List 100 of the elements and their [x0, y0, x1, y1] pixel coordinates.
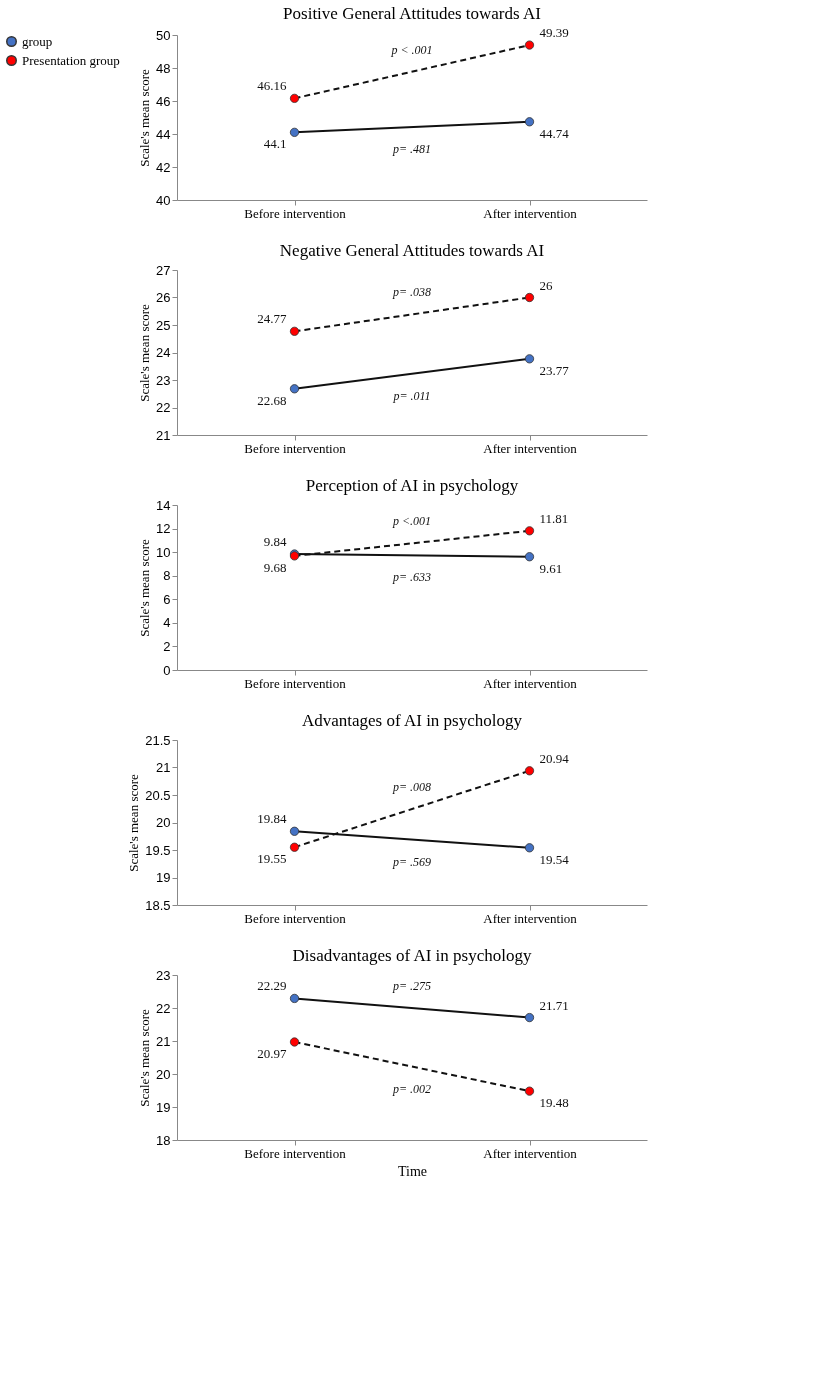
- x-axis-title: Time: [397, 1163, 428, 1179]
- y-tick-label: 10: [156, 544, 171, 560]
- x-tick-label: After intervention: [483, 675, 578, 691]
- y-tick-label: 6: [163, 591, 171, 607]
- data-label: 21.71: [539, 997, 569, 1013]
- data-label: 19.54: [539, 851, 570, 867]
- data-label: 24.77: [257, 311, 287, 327]
- data-label: 26: [539, 277, 553, 293]
- y-tick-label: 23: [156, 967, 171, 983]
- y-tick-label: 19: [156, 1099, 171, 1115]
- y-tick-label: 8: [163, 568, 171, 584]
- y-tick-label: 46: [156, 93, 171, 109]
- y-tick-label: 20.5: [145, 787, 171, 803]
- point: [524, 1086, 535, 1096]
- data-label: 46.16: [257, 78, 287, 94]
- annotation: p= .002: [391, 1081, 432, 1096]
- point: [289, 93, 300, 103]
- y-axis-title: Scale's mean score: [137, 303, 153, 402]
- data-label: 9.61: [539, 560, 563, 576]
- y-tick-label: 48: [156, 60, 171, 76]
- chart-title: Negative General Attitudes towards AI: [279, 241, 545, 260]
- annotation: p= .275: [391, 979, 432, 993]
- data-label: 9.68: [263, 559, 287, 575]
- data-label: 20.97: [257, 1045, 287, 1061]
- data-label: 9.84: [263, 534, 287, 550]
- x-tick-label: Before intervention: [244, 205, 347, 221]
- y-tick-label: 42: [156, 159, 171, 175]
- chart-title: Positive General Attitudes towards AI: [283, 4, 542, 24]
- data-label: 22.29: [257, 978, 287, 994]
- y-tick-label: 44: [156, 126, 171, 142]
- data-label: 19.55: [257, 851, 287, 867]
- y-tick-label: 14: [156, 497, 171, 513]
- data-label: 22.68: [257, 392, 287, 408]
- y-tick-label: 18: [156, 1132, 171, 1148]
- point: [524, 117, 535, 127]
- point: [289, 1037, 300, 1047]
- data-label: 49.39: [539, 25, 569, 41]
- y-tick-label: 21: [156, 760, 171, 775]
- data-label: 44.1: [263, 136, 287, 152]
- point: [289, 842, 300, 852]
- y-tick-label: 40: [156, 192, 171, 208]
- y-tick-label: 2: [163, 638, 171, 654]
- y-axis-title: Scale's mean score: [137, 1008, 153, 1107]
- y-tick-label: 23: [156, 372, 171, 388]
- data-label: 20.94: [539, 750, 570, 766]
- x-tick-label: After intervention: [483, 910, 578, 926]
- annotation: p= .008: [391, 780, 432, 795]
- y-tick-label: 12: [156, 521, 171, 537]
- annotation: p= .038: [391, 285, 432, 300]
- y-tick-label: 4: [163, 615, 171, 631]
- x-tick-label: Before intervention: [244, 1145, 347, 1161]
- y-tick-label: 50: [156, 27, 171, 43]
- y-tick-label: 20: [156, 1066, 171, 1082]
- data-label: 19.84: [257, 811, 287, 827]
- point: [524, 766, 535, 776]
- annotation: p= .633: [391, 570, 432, 585]
- x-tick-label: After intervention: [483, 205, 578, 221]
- point: [289, 127, 300, 137]
- x-tick-label: After intervention: [483, 1145, 578, 1161]
- annotation: p < .001: [390, 42, 433, 57]
- y-tick-label: 0: [163, 662, 171, 678]
- point: [524, 1013, 535, 1023]
- point: [289, 993, 300, 1003]
- y-tick-label: 18.5: [145, 897, 171, 913]
- y-tick-label: 24: [156, 345, 171, 360]
- y-axis-title: Scale's mean score: [126, 773, 142, 872]
- data-label: 11.81: [539, 510, 569, 526]
- legend-label: group: [22, 33, 53, 49]
- y-tick-label: 19.5: [145, 842, 171, 858]
- x-tick-label: Before intervention: [244, 675, 347, 691]
- y-tick-label: 21: [156, 1033, 171, 1049]
- annotation: p <.001: [391, 514, 432, 529]
- chart-title: Advantages of AI in psychology: [301, 711, 523, 730]
- point: [289, 326, 300, 336]
- point: [289, 384, 300, 394]
- x-tick-label: Before intervention: [244, 440, 347, 456]
- data-label: 44.74: [539, 125, 570, 141]
- y-tick-label: 25: [156, 317, 171, 333]
- x-tick-label: Before intervention: [244, 910, 347, 926]
- chart-title: Perception of AI in psychology: [305, 476, 519, 495]
- annotation: p= .569: [391, 854, 432, 869]
- annotation: p= .481: [391, 142, 432, 157]
- chart-title: Disadvantages of AI in psychology: [292, 946, 532, 965]
- y-axis-title: Scale's mean score: [137, 68, 153, 167]
- data-label: 23.77: [539, 362, 570, 378]
- point: [289, 826, 300, 836]
- y-tick-label: 26: [156, 290, 171, 305]
- point: [524, 354, 535, 364]
- point: [524, 843, 535, 853]
- y-tick-label: 20: [156, 815, 171, 830]
- y-axis-title: Scale's mean score: [137, 538, 153, 637]
- point: [524, 292, 535, 303]
- legend-label: Presentation group: [22, 52, 120, 68]
- y-tick-label: 22: [156, 1000, 171, 1016]
- y-tick-label: 27: [156, 262, 171, 278]
- y-tick-label: 19: [156, 870, 171, 885]
- y-tick-label: 21.5: [145, 732, 171, 748]
- point: [524, 526, 535, 536]
- data-label: 19.48: [539, 1095, 569, 1111]
- y-tick-label: 21: [156, 427, 171, 443]
